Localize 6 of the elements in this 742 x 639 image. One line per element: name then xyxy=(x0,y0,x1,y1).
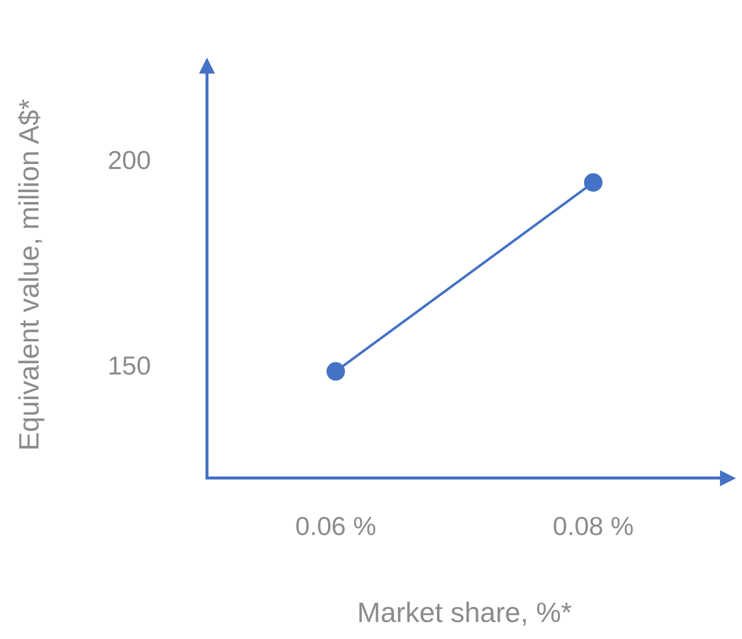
x-tick-label: 0.08 % xyxy=(552,510,634,541)
x-tick-label: 0.06 % xyxy=(295,510,376,541)
y-axis-title: Equivalent value, million A$* xyxy=(14,98,45,451)
y-tick-label: 150 xyxy=(108,350,151,380)
x-axis-title: Market share, %* xyxy=(357,596,572,628)
y-tick-label: 200 xyxy=(108,145,151,176)
